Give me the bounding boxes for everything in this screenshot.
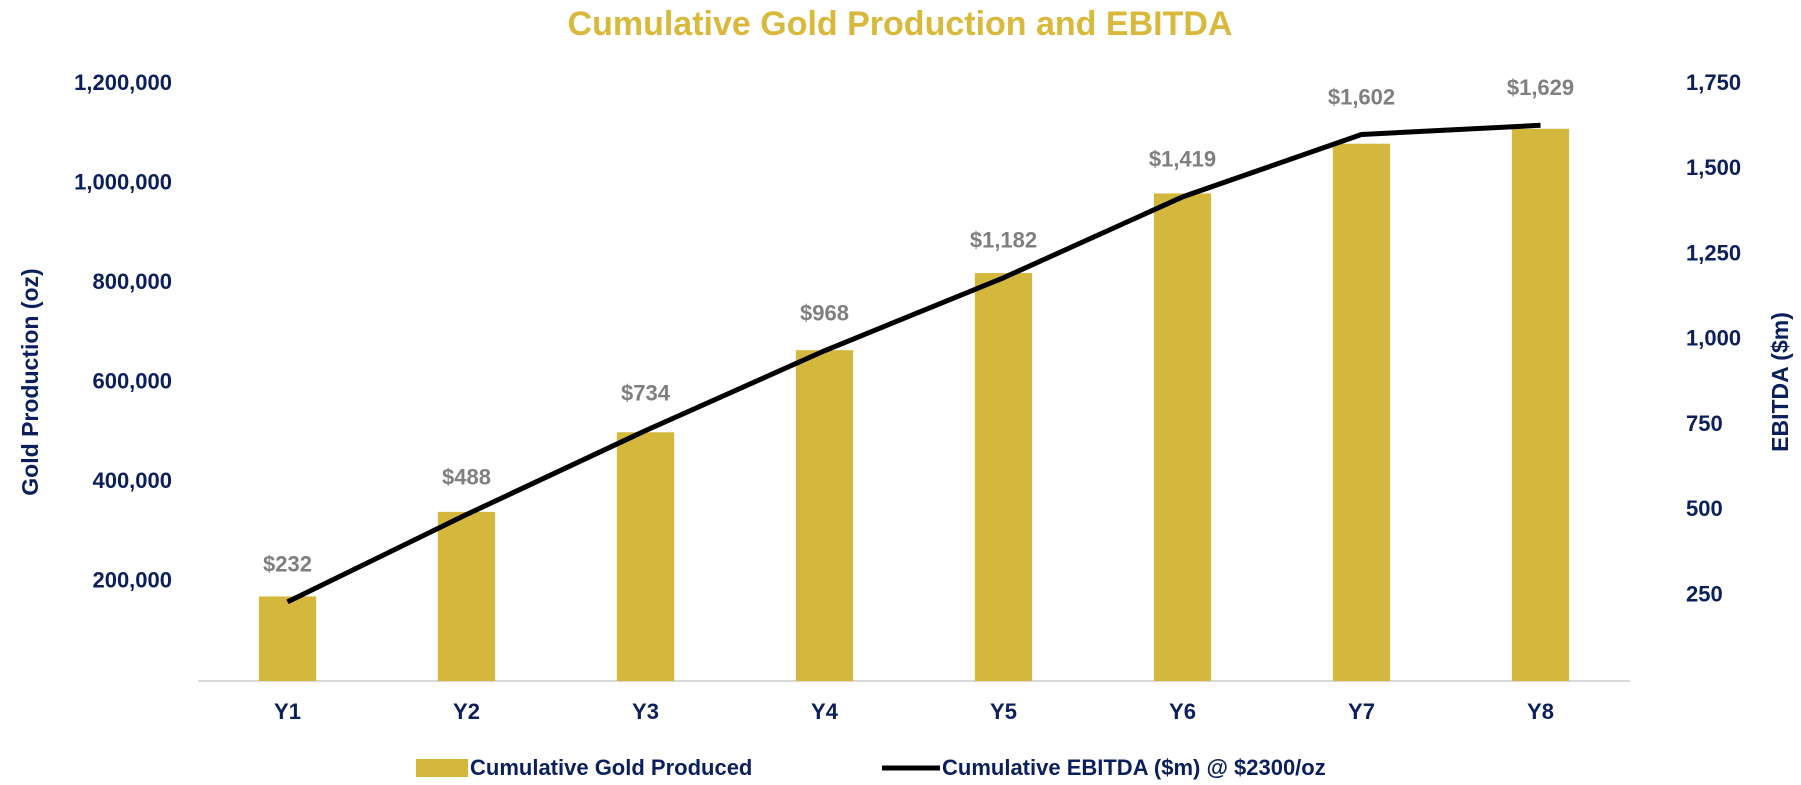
- data-label: $232: [263, 552, 312, 577]
- data-label: $734: [621, 380, 671, 405]
- bar: [437, 511, 496, 681]
- bar: [795, 350, 854, 681]
- bar: [616, 432, 675, 681]
- y2-tick-label: 500: [1686, 496, 1723, 521]
- x-tick-label: Y2: [453, 699, 480, 724]
- legend-label: Cumulative Gold Produced: [470, 755, 752, 780]
- x-tick-label: Y5: [990, 699, 1017, 724]
- bar: [258, 596, 317, 681]
- x-tick-label: Y3: [632, 699, 659, 724]
- y-tick-label: 1,200,000: [74, 70, 172, 95]
- y-tick-label: 400,000: [92, 468, 172, 493]
- data-label: $1,602: [1328, 84, 1395, 109]
- y2-tick-label: 1,750: [1686, 70, 1741, 95]
- y2-tick-label: 750: [1686, 411, 1723, 436]
- y2-tick-label: 1,500: [1686, 155, 1741, 180]
- bar: [1332, 143, 1391, 681]
- y2-axis-title: EBITDA ($m): [1767, 312, 1793, 452]
- x-tick-label: Y7: [1348, 699, 1375, 724]
- y-tick-label: 1,000,000: [74, 169, 172, 194]
- legend-label: Cumulative EBITDA ($m) @ $2300/oz: [942, 755, 1326, 780]
- y-tick-label: 800,000: [92, 269, 172, 294]
- y2-tick-label: 1,000: [1686, 326, 1741, 351]
- bar: [1511, 128, 1570, 681]
- line: [286, 122, 1541, 605]
- y2-tick-label: 250: [1686, 582, 1723, 607]
- y-axis-title: Gold Production (oz): [17, 268, 43, 495]
- legend-swatch: [416, 759, 468, 777]
- x-tick-label: Y4: [811, 699, 839, 724]
- x-tick-label: Y1: [274, 699, 301, 724]
- x-tick-label: Y8: [1527, 699, 1554, 724]
- data-label: $1,629: [1507, 75, 1574, 100]
- chart-title: Cumulative Gold Production and EBITDA: [568, 5, 1233, 43]
- bar: [1153, 193, 1212, 681]
- data-label: $968: [800, 301, 849, 326]
- data-label: $1,419: [1149, 147, 1216, 172]
- data-label: $1,182: [970, 228, 1037, 253]
- y2-tick-label: 1,250: [1686, 240, 1741, 265]
- y-tick-label: 600,000: [92, 368, 172, 393]
- x-tick-label: Y6: [1169, 699, 1196, 724]
- y-tick-label: 200,000: [92, 567, 172, 592]
- data-label: $488: [442, 464, 491, 489]
- bar: [974, 273, 1033, 681]
